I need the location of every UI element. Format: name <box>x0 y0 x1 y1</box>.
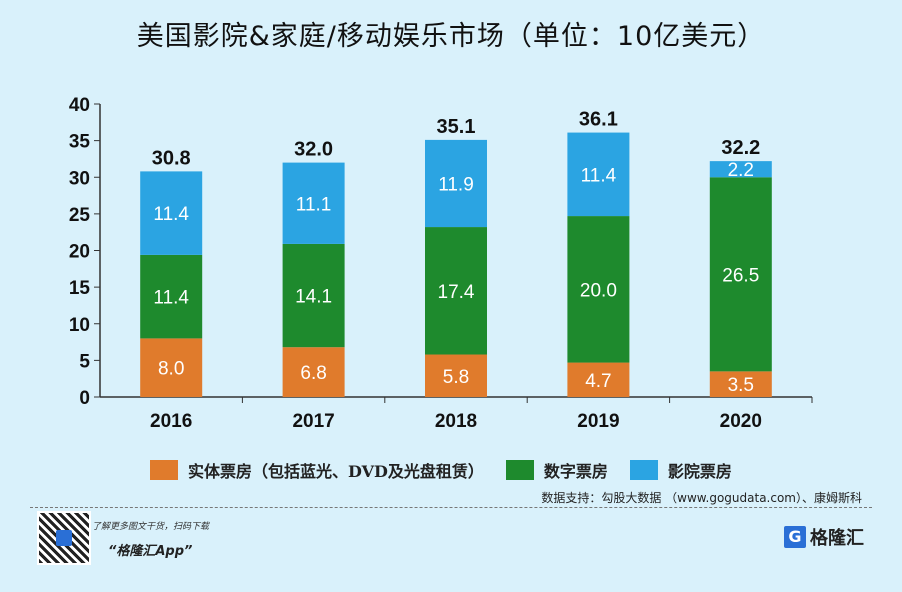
legend-label: 实体票房（包括蓝光、DVD及光盘租赁） <box>188 462 484 481</box>
bar-segment <box>425 227 487 355</box>
chart-svg: 0 5 10 15 20 25 30 35 40 8.0 11.4 11.4 30.8 2016 6.8 14… <box>69 95 813 432</box>
x-tick-label: 2019 <box>577 411 619 432</box>
promo-app-name: “格隆汇App” <box>108 544 193 559</box>
bar-segment <box>140 338 203 397</box>
bar-segment <box>140 171 203 255</box>
total-label: 30.8 <box>152 147 191 169</box>
bar-segment <box>709 177 772 372</box>
data-label: 5.8 <box>443 367 469 388</box>
data-label: 11.4 <box>153 288 189 309</box>
promo-text: 了解更多图文干货，扫码下载 <box>92 522 210 532</box>
y-tick-label: 10 <box>69 315 90 336</box>
legend-swatch <box>629 460 658 480</box>
data-label: 17.4 <box>438 282 475 303</box>
brand-logo: G 格隆汇 <box>784 524 864 550</box>
x-tick-label: 2016 <box>150 411 192 432</box>
data-label: 4.7 <box>585 371 611 392</box>
total-label: 36.1 <box>579 109 618 131</box>
logo-mark-icon: G <box>784 526 806 548</box>
bar-segment <box>140 254 203 339</box>
data-label: 14.1 <box>295 287 332 308</box>
legend-item-digital: 数字票房 <box>505 458 608 482</box>
data-label: 11.9 <box>438 174 474 195</box>
bar-segment <box>282 347 345 397</box>
data-label: 26.5 <box>722 265 759 286</box>
bar-segment <box>282 162 345 244</box>
data-label: 6.8 <box>300 363 326 384</box>
total-label: 35.1 <box>437 116 476 138</box>
bar-segment <box>567 362 630 397</box>
qr-code-icon <box>37 511 91 565</box>
bar-segment <box>709 161 772 178</box>
chart-title: 美国影院&家庭/移动娱乐市场（单位：10亿美元） <box>136 21 766 52</box>
y-tick-label: 40 <box>69 95 90 116</box>
bar-segment <box>425 354 487 397</box>
y-tick-label: 5 <box>79 351 90 372</box>
bar-segment <box>567 216 630 363</box>
y-tick-label: 20 <box>69 242 90 263</box>
bar-segment <box>282 243 345 348</box>
legend-label: 影院票房 <box>667 462 732 481</box>
legend-item-physical: 实体票房（包括蓝光、DVD及光盘租赁） <box>150 458 484 482</box>
bar-segment <box>567 132 630 217</box>
legend-swatch <box>505 460 534 480</box>
y-tick-label: 35 <box>69 132 91 153</box>
legend-label: 数字票房 <box>543 462 608 481</box>
bar-segment <box>709 371 772 397</box>
x-tick-label: 2018 <box>435 411 477 432</box>
data-label: 11.1 <box>296 194 332 215</box>
x-tick-label: 2020 <box>720 411 762 432</box>
y-tick-label: 0 <box>79 388 90 409</box>
data-label: 11.4 <box>581 165 617 186</box>
bar-segment <box>425 139 487 228</box>
legend-swatch <box>150 460 178 480</box>
data-label: 11.4 <box>153 204 189 225</box>
y-tick-label: 25 <box>69 205 91 226</box>
data-label: 2.2 <box>728 160 754 181</box>
source-note: 数据支持：勾股大数据 （www.gogudata.com）、康姆斯科 <box>541 491 862 505</box>
data-label: 20.0 <box>580 280 617 301</box>
x-tick-label: 2017 <box>292 411 334 432</box>
data-label: 3.5 <box>728 375 754 396</box>
legend: 实体票房（包括蓝光、DVD及光盘租赁） 数字票房 影院票房 <box>150 458 754 482</box>
data-label: 8.0 <box>158 359 184 380</box>
divider <box>30 507 872 508</box>
y-tick-label: 15 <box>69 278 91 299</box>
logo-text: 格隆汇 <box>810 528 864 549</box>
total-label: 32.0 <box>294 139 333 161</box>
legend-item-theater: 影院票房 <box>629 458 732 482</box>
total-label: 32.2 <box>721 137 760 159</box>
y-tick-label: 30 <box>69 168 90 189</box>
